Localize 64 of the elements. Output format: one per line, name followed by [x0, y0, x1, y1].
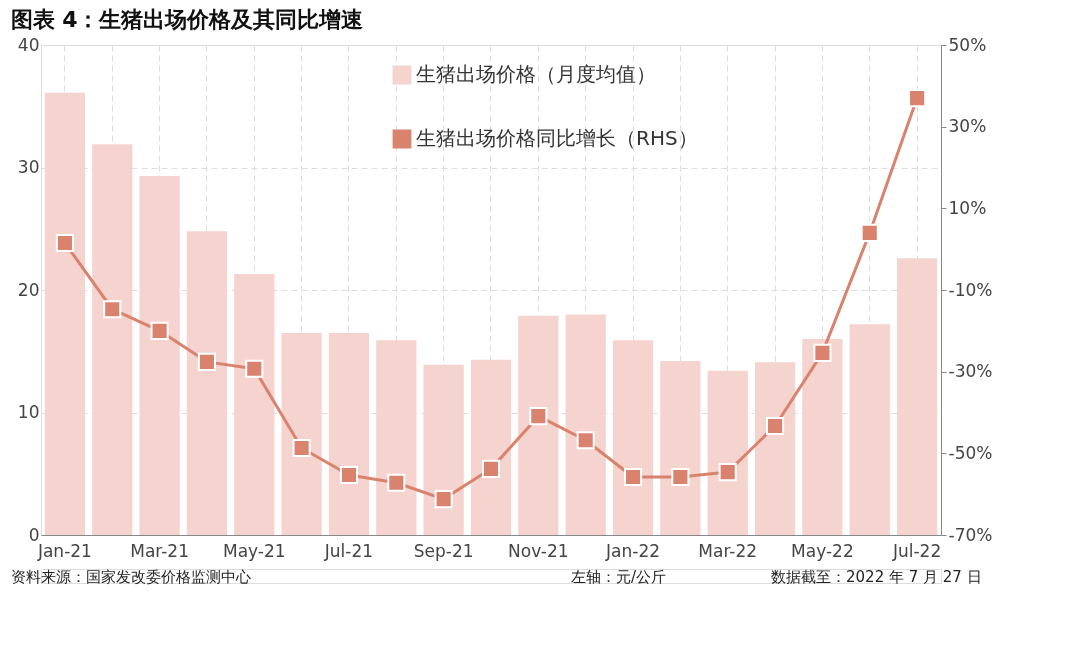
bar — [802, 339, 843, 535]
point — [529, 407, 548, 426]
bar — [44, 92, 86, 535]
y2-tick-label: -70% — [948, 524, 993, 545]
bar — [92, 144, 133, 535]
x-tick-label: Mar-22 — [698, 540, 758, 561]
y2-tick-label: -50% — [948, 442, 993, 463]
y2-tick-label: 30% — [948, 116, 987, 137]
bar — [518, 315, 559, 535]
text: 数据截至：2022 年 7 月 27 日 — [771, 568, 982, 586]
bar — [139, 176, 180, 535]
bar — [849, 324, 890, 535]
x-tick-label: Jul-22 — [891, 540, 942, 561]
x-tick-label: Jan-22 — [605, 540, 661, 561]
x-tick-label: Mar-21 — [130, 540, 189, 561]
point — [55, 233, 74, 253]
point — [766, 416, 785, 436]
x-tick-label: Sep-21 — [413, 540, 474, 561]
x-tick-label: May-22 — [791, 540, 854, 561]
point — [197, 352, 216, 371]
x-tick-label: May-21 — [222, 540, 286, 561]
y2-tick-label: 50% — [948, 34, 987, 55]
point — [292, 438, 311, 458]
bar — [328, 332, 370, 535]
point — [103, 300, 122, 319]
y2-tick-label: -10% — [948, 279, 993, 300]
point — [150, 321, 169, 340]
bar — [234, 274, 275, 535]
bar — [754, 362, 796, 535]
y-tick-label: 40 — [17, 34, 40, 55]
text: 左轴：元/公斤 — [571, 568, 667, 586]
point — [671, 467, 690, 487]
bar — [376, 340, 417, 535]
legend-label: 生猪出场价格（月度均值） — [416, 62, 656, 86]
bar — [612, 340, 654, 535]
x-tick-label: Nov-21 — [508, 540, 569, 561]
point — [245, 359, 264, 378]
bar — [423, 364, 464, 535]
y-tick-label: 10 — [17, 402, 40, 422]
y2-tick-label: 10% — [948, 197, 987, 218]
point — [718, 463, 737, 482]
y-tick-label: 20 — [17, 279, 40, 300]
point — [339, 465, 359, 485]
bar — [660, 361, 701, 535]
text: 资料来源：国家发改委价格监测中心 — [11, 568, 251, 586]
point — [860, 223, 879, 242]
bar — [186, 231, 228, 535]
y2-tick-label: -30% — [948, 361, 993, 382]
point — [813, 343, 832, 362]
point — [623, 467, 643, 487]
point — [576, 431, 595, 450]
bar — [896, 258, 938, 535]
point — [434, 490, 453, 509]
x-tick-label: Jul-21 — [323, 540, 374, 561]
bar — [707, 370, 748, 535]
chart-title: 图表 4：生猪出场价格及其同比增速 — [10, 6, 364, 32]
point — [387, 473, 406, 492]
point — [481, 459, 501, 478]
point — [908, 89, 927, 108]
bar — [565, 314, 606, 535]
y-tick-label: 30 — [17, 157, 40, 177]
bar — [470, 359, 512, 535]
bar — [281, 332, 322, 535]
legend-label: 生猪出场价格同比增长（RHS） — [416, 126, 698, 150]
